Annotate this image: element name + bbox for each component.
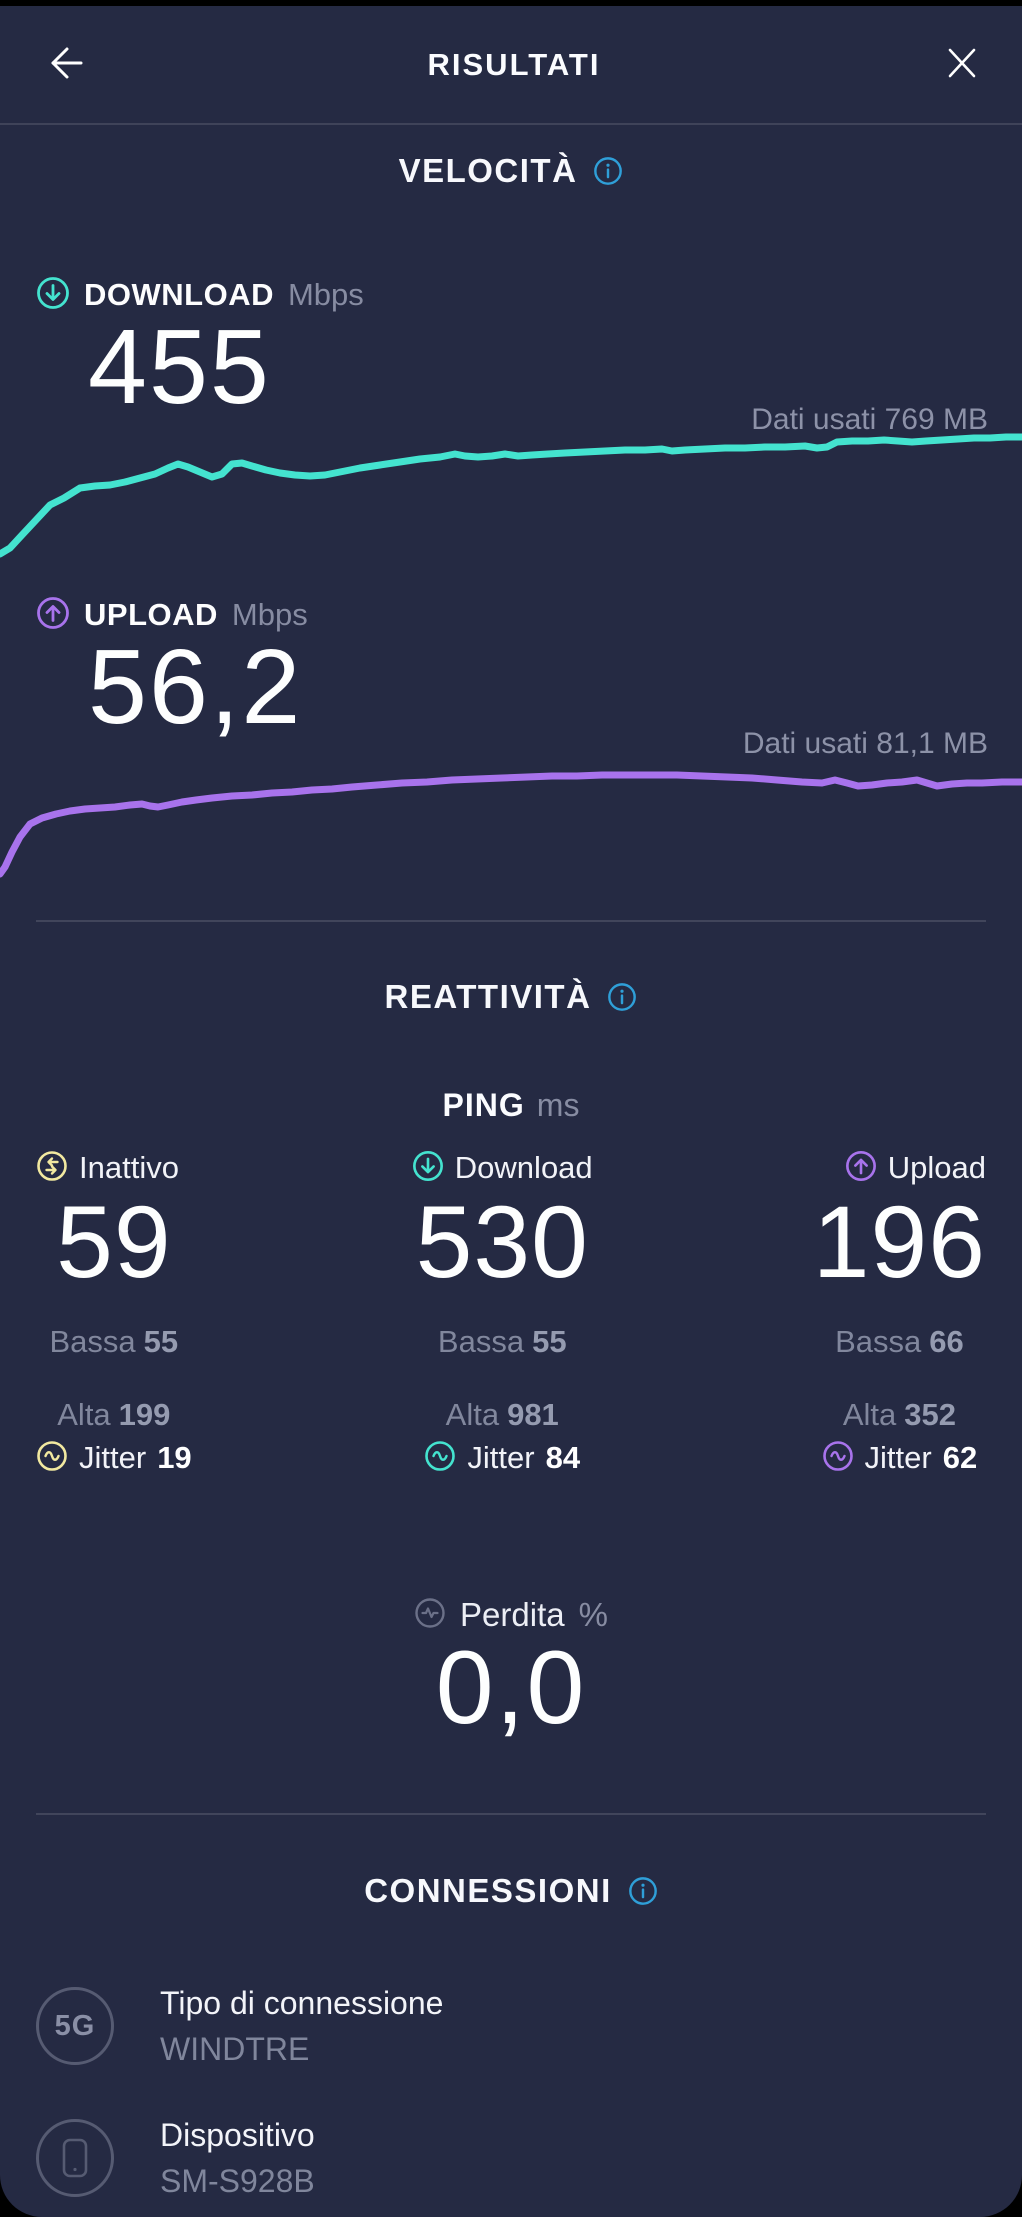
- download-line-chart: [0, 433, 1022, 558]
- header-bar: RISULTATI: [0, 6, 1022, 125]
- ping-label: PING: [442, 1086, 525, 1123]
- alta-row: Alta 199: [57, 1397, 171, 1432]
- section-velocita: VELOCITÀ: [0, 149, 1022, 193]
- upload-label: UPLOAD: [84, 597, 218, 632]
- jitter-row: Jitter 62: [822, 1439, 977, 1477]
- packet-loss-icon: [414, 1597, 446, 1634]
- download-value: 455: [88, 308, 271, 426]
- download-label-row: DOWNLOAD Mbps: [36, 276, 986, 315]
- section-divider: [36, 1813, 986, 1815]
- upload-value: 56,2: [88, 628, 303, 746]
- upload-label-row: UPLOAD Mbps: [36, 596, 986, 635]
- device-model: SM-S928B: [160, 2162, 315, 2199]
- alta-row: Alta 981: [445, 1397, 559, 1432]
- jitter-row: Jitter 19: [36, 1439, 192, 1477]
- section-connessioni: CONNESSIONI: [0, 1869, 1022, 1913]
- ping-column-header: Inattivo: [36, 1150, 179, 1186]
- upload-line-chart: [0, 771, 1022, 878]
- ping-heading-row: PING ms: [0, 1086, 1022, 1124]
- packet-loss-label: Perdita: [460, 1596, 565, 1633]
- ping-column-label: Download: [454, 1150, 593, 1185]
- ping-column-header: Download: [412, 1150, 593, 1186]
- jitter-row: Jitter 84: [424, 1439, 580, 1477]
- connection-rows: 5G Tipo di connessione WINDTRE Dispositi…: [0, 1984, 1022, 2199]
- bassa-row: Bassa 66: [835, 1324, 964, 1359]
- connection-type-row: 5G Tipo di connessione WINDTRE: [36, 1984, 986, 2067]
- upload-unit: Mbps: [231, 597, 308, 632]
- section-reattivita: REATTIVITÀ: [0, 975, 1022, 1019]
- ping-grid: Inattivo 59 Bassa 55 Alta 199 Jitter 19: [0, 1150, 1022, 1477]
- ping-column-header: Upload: [845, 1150, 986, 1186]
- section-divider: [36, 920, 986, 922]
- 5g-badge-icon: 5G: [36, 1987, 114, 2065]
- close-button[interactable]: [942, 43, 982, 86]
- phone-icon: [36, 2119, 114, 2197]
- reattivita-heading: REATTIVITÀ: [384, 978, 592, 1015]
- download-arrow-icon: [412, 1150, 444, 1187]
- packet-loss-block: Perdita % 0,0: [0, 1596, 1022, 1746]
- ping-column-inattivo: Inattivo 59 Bassa 55 Alta 199 Jitter 19: [36, 1150, 192, 1477]
- download-data-used: Dati usati 769 MB: [751, 403, 988, 436]
- download-label: DOWNLOAD: [84, 277, 274, 312]
- info-icon[interactable]: [628, 1876, 658, 1906]
- download-chart: Dati usati 769 MB: [0, 403, 1022, 563]
- jitter-icon: [36, 1440, 68, 1477]
- packet-loss-unit: %: [578, 1596, 608, 1633]
- bassa-row: Bassa 55: [437, 1324, 567, 1359]
- ping-value: 59: [56, 1185, 172, 1299]
- connessioni-heading: CONNESSIONI: [364, 1872, 612, 1909]
- upload-chart: Dati usati 81,1 MB: [0, 727, 1022, 887]
- upload-data-used: Dati usati 81,1 MB: [742, 727, 988, 760]
- ping-value: 196: [812, 1185, 986, 1299]
- jitter-icon: [424, 1440, 456, 1477]
- packet-loss-label-row: Perdita %: [414, 1596, 608, 1634]
- back-button[interactable]: [40, 40, 86, 89]
- info-icon[interactable]: [607, 982, 637, 1012]
- ping-value: 530: [415, 1185, 589, 1299]
- ping-unit: ms: [536, 1086, 580, 1123]
- device-label: Dispositivo: [160, 2116, 315, 2153]
- ping-column-label: Inattivo: [79, 1150, 179, 1185]
- close-icon: [942, 43, 982, 86]
- ping-column-download: Download 530 Bassa 55 Alta 981 Jitter 84: [412, 1150, 593, 1477]
- ping-column-label: Upload: [887, 1150, 986, 1185]
- upload-circle-arrow-icon: [36, 596, 70, 635]
- device-row: Dispositivo SM-S928B: [36, 2116, 986, 2199]
- alta-row: Alta 352: [842, 1397, 956, 1432]
- velocita-heading: VELOCITÀ: [398, 152, 578, 189]
- connection-type-label: Tipo di connessione: [160, 1984, 444, 2021]
- download-unit: Mbps: [287, 277, 364, 312]
- jitter-icon: [822, 1440, 854, 1477]
- upload-arrow-icon: [845, 1150, 877, 1187]
- ping-column-upload: Upload 196 Bassa 66 Alta 352 Jitter 62: [813, 1150, 986, 1477]
- download-circle-arrow-icon: [36, 276, 70, 315]
- info-icon[interactable]: [593, 156, 623, 186]
- arrow-left-icon: [40, 40, 86, 89]
- page-title: RISULTATI: [427, 46, 601, 82]
- carrier-name: WINDTRE: [160, 2030, 310, 2067]
- bassa-row: Bassa 55: [49, 1324, 179, 1359]
- screen-top-edge: [0, 0, 1022, 6]
- packet-loss-value: 0,0: [435, 1630, 587, 1746]
- idle-latency-icon: [36, 1150, 68, 1187]
